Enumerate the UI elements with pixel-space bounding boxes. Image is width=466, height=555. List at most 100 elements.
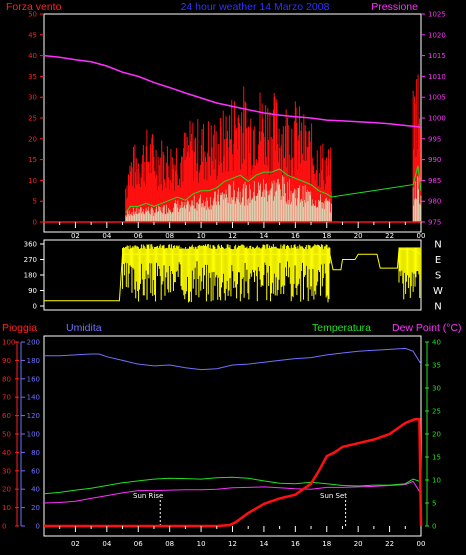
climate-x-tick-label: 08 — [165, 540, 174, 548]
humidity-tick-label: 160 — [27, 375, 40, 383]
temperature-tick-label: 10 — [432, 477, 441, 485]
wind-x-tick-label: 16 — [291, 232, 300, 240]
climate-x-tick-label: 06 — [134, 540, 143, 548]
direction-tick-label: 180 — [24, 272, 37, 280]
direction-tick-label: 90 — [28, 287, 37, 295]
rain-tick-label: 90 — [2, 357, 11, 365]
wind-x-tick-label: 08 — [165, 232, 174, 240]
wind-mean-line — [125, 165, 422, 213]
climate-x-tick-label: 12 — [228, 540, 237, 548]
pressure-line — [43, 54, 422, 128]
wind-x-tick-label: 04 — [102, 232, 111, 240]
wind-left-tick-label: 50 — [28, 11, 37, 19]
wind-right-tick-label: 1025 — [428, 11, 446, 19]
climate-x-tick-label: 02 — [71, 540, 80, 548]
annotation-sun-set: Sun Set — [320, 492, 347, 500]
direction-compass-label: N — [434, 240, 441, 251]
wind-left-tick-label: 0 — [33, 219, 37, 227]
wind-right-tick-label: 1010 — [428, 73, 446, 81]
wind-right-tick-label: 1000 — [428, 115, 446, 123]
rain-tick-label: 100 — [2, 339, 15, 347]
dew-point-line — [43, 480, 422, 504]
wind-x-tick-label: 12 — [228, 232, 237, 240]
chart-title: 24 hour weather 14 Marzo 2008 — [181, 1, 330, 13]
climate-x-tick-label: 22 — [385, 540, 394, 548]
wind-left-tick-label: 30 — [28, 94, 37, 102]
wind-right-axis-title: Pressione — [371, 1, 418, 13]
wind-x-tick-label: 18 — [322, 232, 331, 240]
climate-x-tick-label: 04 — [102, 540, 111, 548]
temperature-tick-label: 5 — [432, 500, 436, 508]
wind-right-tick-label: 1005 — [428, 94, 446, 102]
climate-x-tick-label: 16 — [291, 540, 300, 548]
rain-tick-label: 50 — [2, 431, 11, 439]
wind-x-tick-label: 00 — [417, 232, 426, 240]
wind-left-tick-label: 15 — [28, 156, 37, 164]
direction-compass-label: E — [435, 255, 441, 266]
series-label-rain: Pioggia — [2, 322, 37, 334]
annotation-sun-rise: Sun Rise — [133, 492, 163, 500]
wind-left-tick-label: 25 — [28, 115, 37, 123]
humidity-tick-label: 20 — [31, 504, 40, 512]
temperature-tick-label: 30 — [432, 385, 441, 393]
rain-tick-label: 30 — [2, 467, 11, 475]
temperature-tick-label: 15 — [432, 454, 441, 462]
temperature-tick-label: 20 — [432, 431, 441, 439]
wind-right-tick-label: 990 — [428, 156, 441, 164]
wind-left-axis-title: Forza vento — [6, 1, 62, 13]
rain-tick-label: 60 — [2, 412, 11, 420]
humidity-tick-label: 180 — [27, 357, 40, 365]
rain-tick-label: 80 — [2, 375, 11, 383]
temperature-tick-label: 0 — [432, 523, 436, 531]
wind-left-tick-label: 20 — [28, 135, 37, 143]
wind-right-tick-label: 975 — [428, 219, 441, 227]
wind-left-tick-label: 40 — [28, 52, 37, 60]
wind-x-tick-label: 10 — [197, 232, 206, 240]
humidity-tick-label: 100 — [27, 431, 40, 439]
climate-x-tick-label: 18 — [322, 540, 331, 548]
series-label-humidity: Umidita — [66, 322, 102, 334]
wind-x-tick-label: 14 — [259, 232, 268, 240]
rain-tick-label: 20 — [2, 486, 11, 494]
wind-right-tick-label: 1015 — [428, 52, 446, 60]
rain-tick-label: 70 — [2, 394, 11, 402]
temperature-tick-label: 35 — [432, 362, 441, 370]
direction-plot: 0 N 90 W 180 S 270 E 360 N — [24, 240, 443, 313]
direction-compass-label: N — [434, 302, 441, 313]
wind-left-tick-label: 35 — [28, 73, 37, 81]
direction-tick-label: 0 — [33, 303, 37, 311]
wind-plot: 0510152025303540455097598098599099510001… — [28, 11, 446, 241]
rain-tick-label: 0 — [2, 523, 6, 531]
rain-tick-label: 40 — [2, 449, 11, 457]
direction-tick-label: 360 — [24, 241, 37, 249]
direction-compass-label: W — [433, 286, 443, 297]
wind-right-tick-label: 995 — [428, 135, 441, 143]
wind-x-tick-label: 02 — [71, 232, 80, 240]
humidity-tick-label: 140 — [27, 394, 40, 402]
series-label-dew-point: Dew Point (°C) — [392, 322, 462, 334]
climate-x-tick-label: 00 — [417, 540, 426, 548]
wind-panel-frame — [43, 13, 422, 233]
climate-plot: 0102030405060708090100020406080100120140… — [2, 339, 441, 549]
climate-panel-frame — [43, 335, 422, 537]
rain-line — [44, 418, 423, 528]
wind-x-tick-label: 20 — [354, 232, 363, 240]
climate-x-tick-label: 20 — [354, 540, 363, 548]
wind-right-tick-label: 985 — [428, 177, 441, 185]
wind-left-tick-label: 45 — [28, 31, 37, 39]
humidity-tick-label: 40 — [31, 486, 40, 494]
temperature-tick-label: 25 — [432, 408, 441, 416]
wind-right-tick-label: 980 — [428, 198, 441, 206]
wind-left-tick-label: 5 — [33, 198, 37, 206]
humidity-line — [44, 347, 422, 371]
rain-tick-label: 10 — [2, 504, 11, 512]
climate-x-tick-label: 14 — [259, 540, 268, 548]
wind-left-tick-label: 10 — [28, 177, 37, 185]
wind-x-tick-label: 06 — [134, 232, 143, 240]
wind-x-tick-label: 22 — [385, 232, 394, 240]
temperature-tick-label: 40 — [432, 339, 441, 347]
humidity-tick-label: 200 — [27, 339, 40, 347]
climate-x-tick-label: 10 — [197, 540, 206, 548]
humidity-tick-label: 80 — [31, 449, 40, 457]
